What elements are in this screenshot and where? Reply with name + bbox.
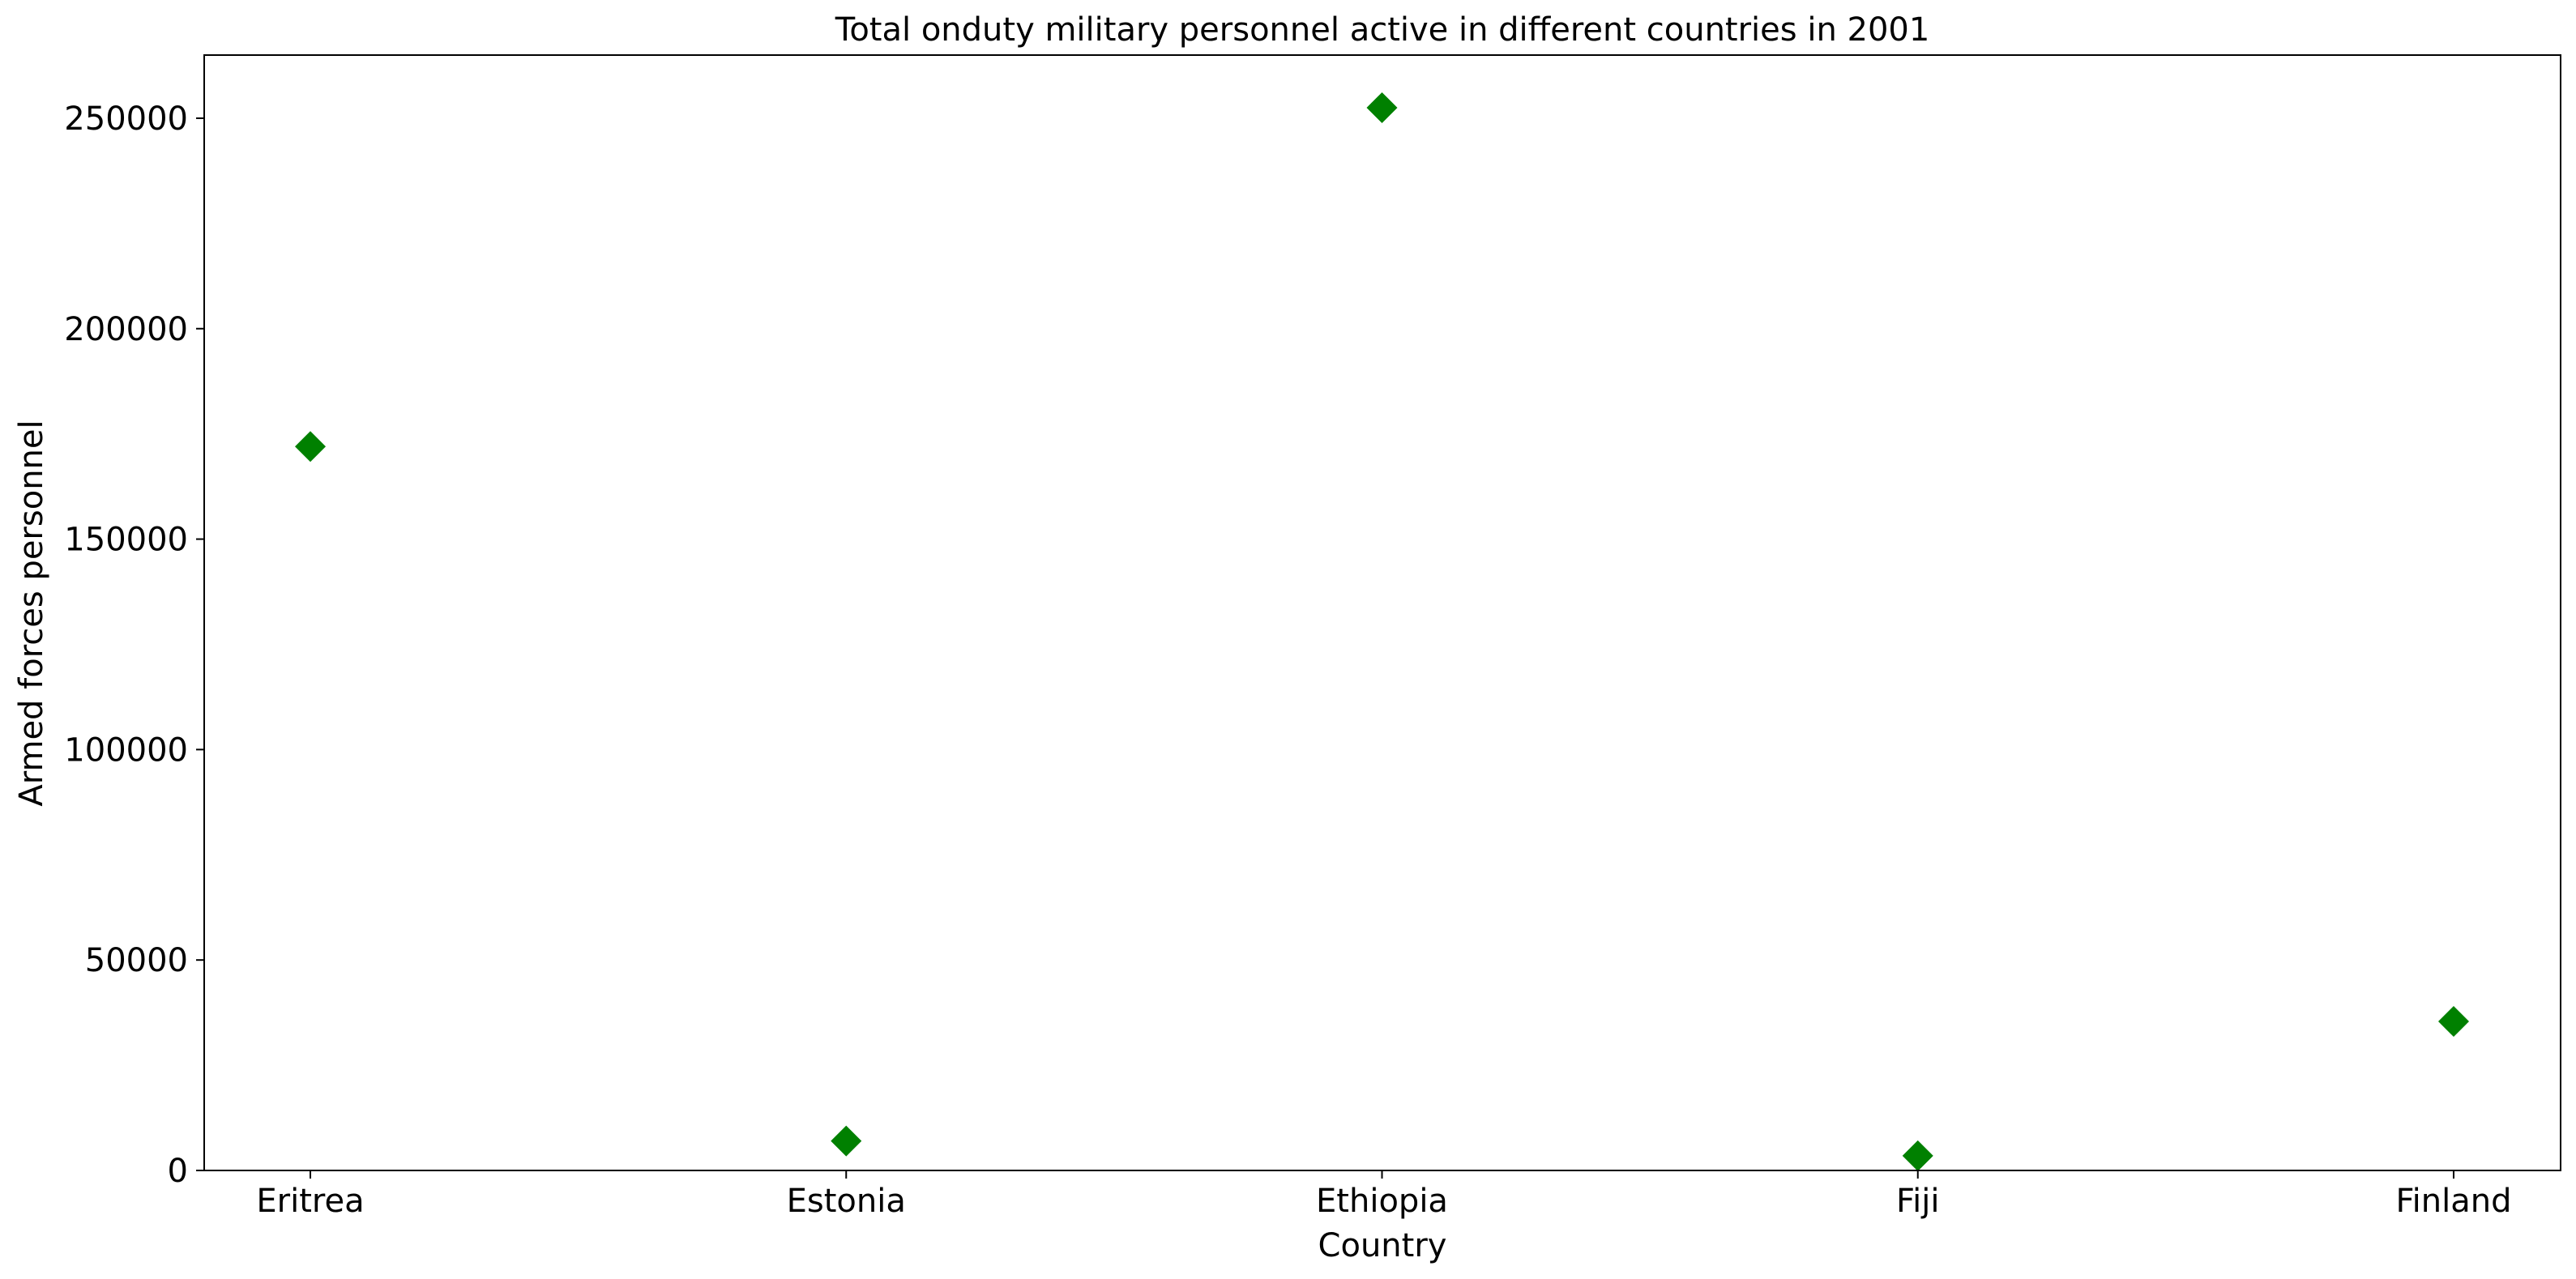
plot-frame [203,54,2561,1171]
data-point-fiji [1902,1140,1933,1171]
y-tick-label: 100000 [64,731,188,769]
data-point-finland [2438,1006,2469,1038]
x-tick-label: Fiji [1896,1183,1939,1220]
y-axis-ticks: 0 50000 100000 150000 200000 250000 [64,100,204,1190]
x-axis-ticks: Eritrea Estonia Ethiopia Fiji Finland [256,1170,2511,1220]
x-tick-label: Ethiopia [1316,1183,1448,1220]
x-tick-label: Finland [2396,1183,2512,1220]
y-axis-label: Armed forces personnel [13,420,50,806]
plot-background [204,55,2561,1170]
x-tick-label: Eritrea [256,1183,364,1220]
data-point-ethiopia [1366,92,1398,123]
data-points [295,92,2469,1171]
y-tick-label: 150000 [64,522,188,559]
y-tick-label: 200000 [64,311,188,348]
data-point-eritrea [295,431,326,463]
y-tick-label: 250000 [64,100,188,138]
y-tick-label: 50000 [85,942,188,979]
data-point-estonia [831,1125,862,1157]
chart-title: Total onduty military personnel active i… [835,11,1930,49]
y-tick-label: 0 [168,1153,188,1190]
x-tick-label: Estonia [787,1183,906,1220]
x-axis-label: Country [1318,1227,1447,1264]
